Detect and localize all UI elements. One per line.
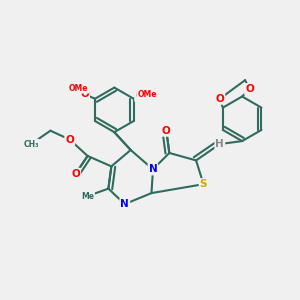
Text: N: N <box>120 199 129 209</box>
Text: N: N <box>148 164 157 174</box>
Text: S: S <box>200 179 207 189</box>
Text: O: O <box>135 91 144 101</box>
Text: O: O <box>162 126 171 136</box>
Text: O: O <box>65 135 74 145</box>
Text: O: O <box>80 89 89 99</box>
Text: O: O <box>245 84 254 94</box>
Text: H: H <box>215 139 224 149</box>
Text: O: O <box>71 169 80 179</box>
Text: OMe: OMe <box>69 84 88 93</box>
Text: Me: Me <box>81 192 94 201</box>
Text: O: O <box>215 94 224 104</box>
Text: OMe: OMe <box>137 90 157 99</box>
Text: CH₃: CH₃ <box>23 140 39 148</box>
